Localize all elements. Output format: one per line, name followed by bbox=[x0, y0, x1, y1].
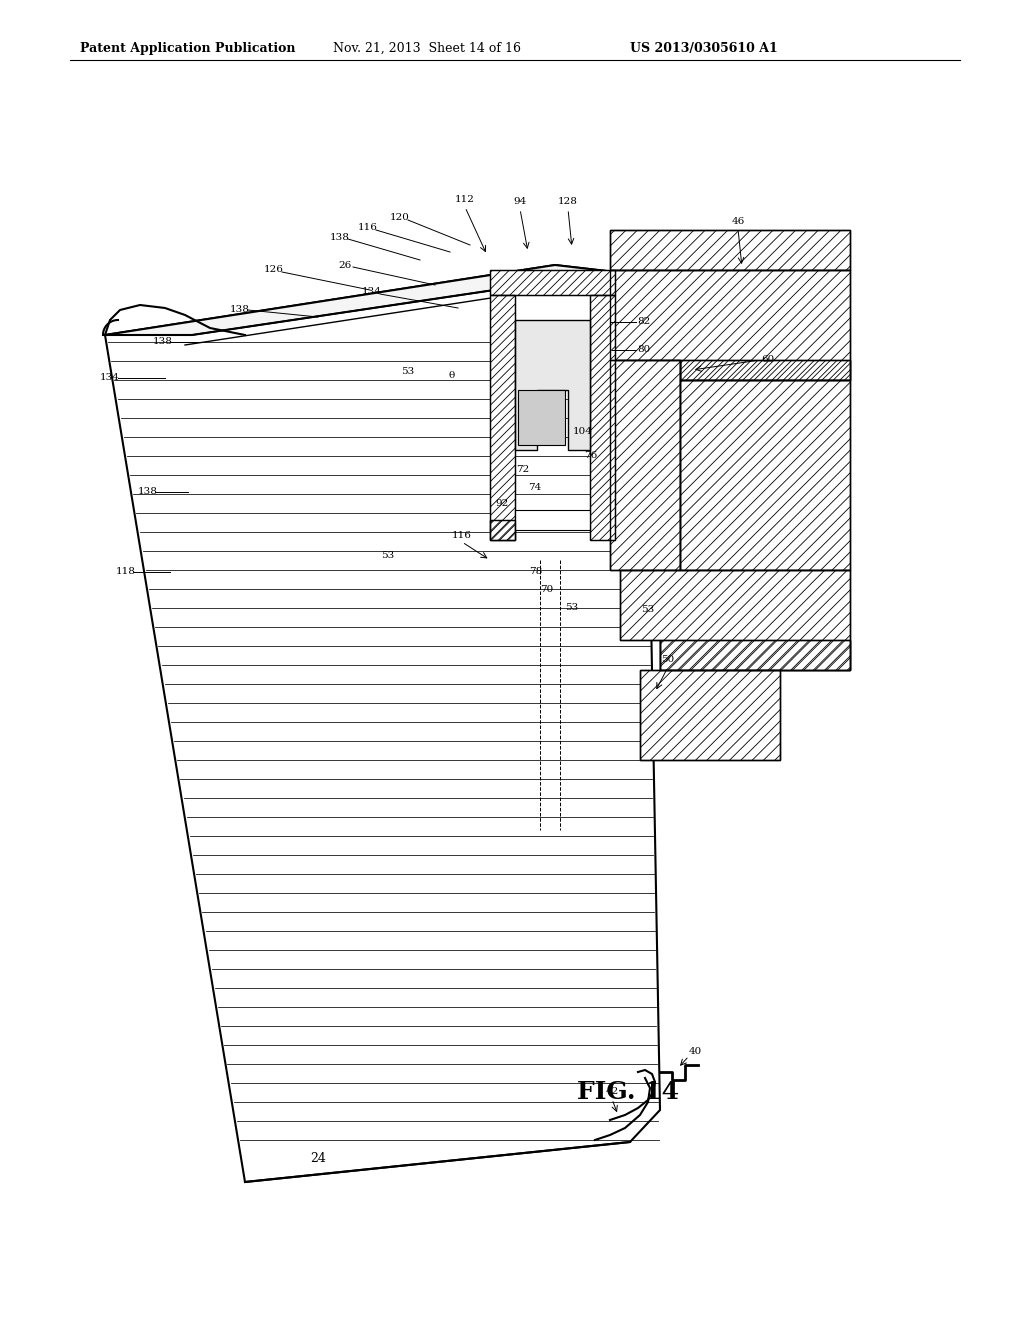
Text: 138: 138 bbox=[153, 338, 173, 346]
Polygon shape bbox=[515, 510, 590, 531]
Text: 92: 92 bbox=[496, 499, 509, 508]
Polygon shape bbox=[490, 520, 515, 540]
Polygon shape bbox=[610, 230, 850, 271]
Polygon shape bbox=[680, 360, 850, 380]
Polygon shape bbox=[590, 294, 615, 540]
Polygon shape bbox=[490, 271, 615, 294]
Polygon shape bbox=[640, 671, 780, 760]
Polygon shape bbox=[610, 271, 850, 380]
Polygon shape bbox=[620, 570, 850, 671]
Polygon shape bbox=[610, 360, 680, 570]
Text: 116: 116 bbox=[452, 531, 472, 540]
Text: 42: 42 bbox=[605, 1088, 618, 1097]
Text: FIG. 14: FIG. 14 bbox=[577, 1080, 679, 1104]
Text: Nov. 21, 2013  Sheet 14 of 16: Nov. 21, 2013 Sheet 14 of 16 bbox=[333, 42, 521, 55]
Text: 126: 126 bbox=[264, 265, 284, 275]
Text: 53: 53 bbox=[401, 367, 415, 376]
Polygon shape bbox=[518, 389, 565, 445]
Text: 118: 118 bbox=[116, 568, 136, 577]
Polygon shape bbox=[660, 640, 850, 671]
Polygon shape bbox=[105, 265, 660, 1181]
Text: 72: 72 bbox=[516, 466, 529, 474]
Text: 104: 104 bbox=[573, 428, 593, 437]
Text: 24: 24 bbox=[310, 1151, 326, 1164]
Polygon shape bbox=[515, 319, 590, 450]
Text: 82: 82 bbox=[637, 318, 650, 326]
Text: 138: 138 bbox=[138, 487, 158, 496]
Text: 134: 134 bbox=[100, 374, 120, 383]
Text: 138: 138 bbox=[330, 232, 350, 242]
Polygon shape bbox=[640, 671, 780, 760]
Polygon shape bbox=[610, 230, 850, 271]
Text: 138: 138 bbox=[230, 305, 250, 314]
Text: 46: 46 bbox=[731, 218, 744, 227]
Text: Patent Application Publication: Patent Application Publication bbox=[80, 42, 296, 55]
Polygon shape bbox=[620, 570, 850, 671]
Text: 50: 50 bbox=[662, 656, 675, 664]
Polygon shape bbox=[680, 360, 850, 380]
Text: 53: 53 bbox=[381, 550, 394, 560]
Text: 112: 112 bbox=[455, 195, 475, 205]
Polygon shape bbox=[680, 380, 850, 570]
Text: 80: 80 bbox=[637, 346, 650, 355]
Text: 40: 40 bbox=[688, 1048, 701, 1056]
Polygon shape bbox=[490, 294, 515, 540]
Text: 70: 70 bbox=[541, 586, 554, 594]
Text: θ: θ bbox=[449, 371, 455, 380]
Text: 53: 53 bbox=[641, 606, 654, 615]
Text: 94: 94 bbox=[513, 198, 526, 206]
Text: 134: 134 bbox=[362, 288, 382, 297]
Text: 60: 60 bbox=[762, 355, 774, 364]
Polygon shape bbox=[105, 265, 615, 335]
Text: 116: 116 bbox=[358, 223, 378, 232]
Text: 74: 74 bbox=[528, 483, 542, 492]
Text: 120: 120 bbox=[390, 214, 410, 223]
Polygon shape bbox=[610, 271, 850, 380]
Text: 78: 78 bbox=[529, 568, 543, 577]
Polygon shape bbox=[680, 380, 850, 570]
Text: 53: 53 bbox=[565, 603, 579, 612]
Polygon shape bbox=[590, 294, 615, 540]
Polygon shape bbox=[610, 360, 680, 570]
Polygon shape bbox=[490, 520, 515, 540]
Text: 26: 26 bbox=[338, 260, 351, 269]
Polygon shape bbox=[660, 640, 850, 671]
Polygon shape bbox=[490, 294, 515, 540]
Text: US 2013/0305610 A1: US 2013/0305610 A1 bbox=[630, 42, 778, 55]
Text: 128: 128 bbox=[558, 198, 578, 206]
Text: 76: 76 bbox=[585, 451, 598, 461]
Polygon shape bbox=[490, 271, 615, 294]
